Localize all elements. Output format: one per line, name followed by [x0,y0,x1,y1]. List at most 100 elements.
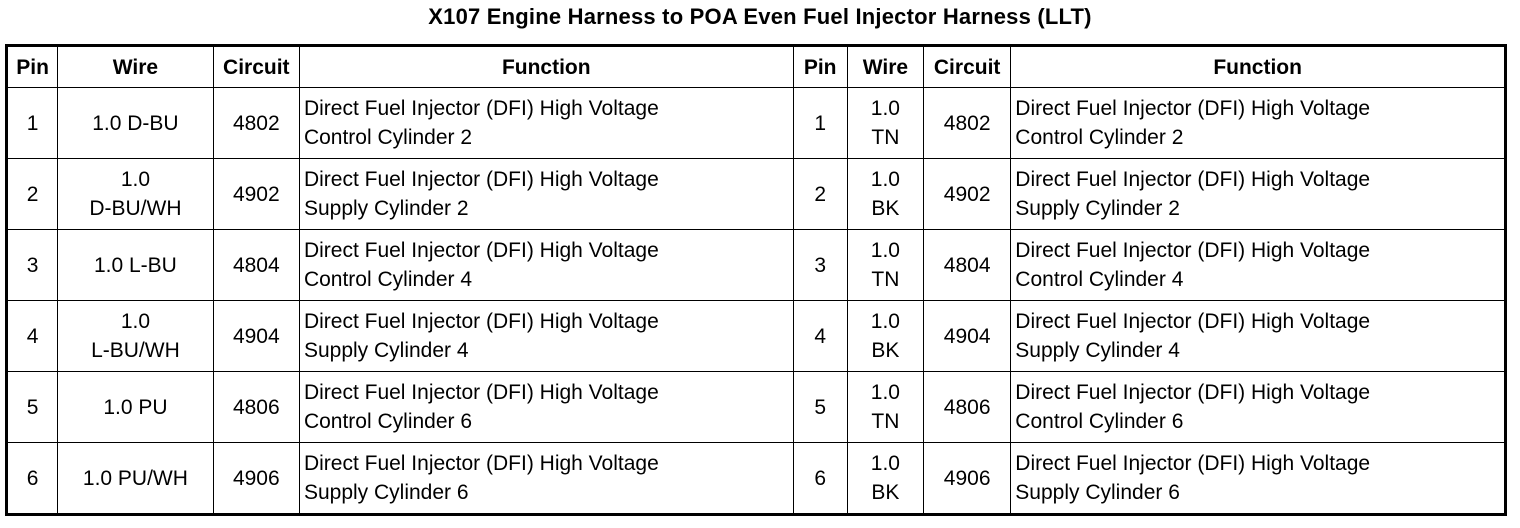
circuit-cell: 4904 [212,300,300,372]
function-cell: Direct Fuel Injector (DFI) High Voltage C… [298,371,794,443]
function-text: Direct Fuel Injector (DFI) High Voltage [1015,381,1371,404]
wire-text: 1.0 [120,310,151,333]
pin-cell: 4 [792,300,848,372]
function-text: Control Cylinder 4 [303,268,473,291]
function-text: Control Cylinder 2 [303,126,473,149]
table-row: 2 1.0 D-BU/WH 4902 Direct Fuel Injector (DFI… [5,158,1506,230]
circuit-cell: 4906 [212,442,300,515]
function-text: Supply Cylinder 2 [303,197,469,220]
function-text: Control Cylinder 2 [1015,126,1184,149]
wire-cell: 1.0 BK [846,158,925,230]
wire-text: 1.0 [870,239,900,262]
header-pin-left: Pin [5,45,59,88]
circuit-cell: 4804 [923,229,1012,301]
circuit-cell: 4906 [923,442,1012,515]
wire-text: 1.0 [870,310,900,333]
wire-text: 1.0 PU/WH [82,466,188,490]
header-function-left: Function [298,45,794,88]
wire-text: 1.0 [870,381,900,404]
function-text: Direct Fuel Injector (DFI) High Voltage [1015,239,1371,262]
circuit-cell: 4904 [923,300,1012,372]
wire-text: L-BU/WH [91,339,180,362]
function-cell: Direct Fuel Injector (DFI) High Voltage S… [298,158,794,230]
function-cell: Direct Fuel Injector (DFI) High Voltage C… [1010,87,1506,159]
wire-text: BK [871,197,900,220]
table-row: 6 1.0 PU/WH 4906 Direct Fuel Injector (DFI)… [5,442,1506,515]
function-text: Direct Fuel Injector (DFI) High Voltage [303,168,659,191]
function-cell: Direct Fuel Injector (DFI) High Voltage S… [1010,158,1506,230]
wire-cell: 1.0 TN [846,371,925,443]
function-cell: Direct Fuel Injector (DFI) High Voltage C… [298,87,794,159]
wire-cell: 1.0 BK [846,300,925,372]
pin-cell: 3 [792,229,848,301]
circuit-cell: 4902 [923,158,1012,230]
wire-text: 1.0 [870,97,900,120]
circuit-cell: 4806 [212,371,300,443]
wire-text: 1.0 D-BU [92,111,179,135]
table-row: 3 1.0 L-BU 4804 Direct Fuel Injector (DFI) … [5,229,1506,301]
table-row: 4 1.0 L-BU/WH 4904 Direct Fuel Injector (DFI… [5,300,1506,372]
function-text: Control Cylinder 4 [1015,268,1184,291]
pin-cell: 6 [792,442,848,515]
circuit-cell: 4802 [923,87,1012,159]
wire-cell: 1.0 D-BU/WH [57,158,214,230]
wire-text: BK [871,339,900,362]
wire-text: 1.0 [870,168,900,191]
wire-text: 1.0 PU [103,395,168,419]
pin-cell: 4 [5,300,59,372]
function-cell: Direct Fuel Injector (DFI) High Voltage S… [298,300,794,372]
function-cell: Direct Fuel Injector (DFI) High Voltage C… [1010,229,1506,301]
function-text: Direct Fuel Injector (DFI) High Voltage [1015,168,1371,191]
wire-cell: 1.0 BK [846,442,925,515]
page-title: X107 Engine Harness to POA Even Fuel Inj… [428,4,1092,29]
header-circuit-left: Circuit [212,45,300,88]
function-text: Direct Fuel Injector (DFI) High Voltage [303,97,659,120]
function-text: Direct Fuel Injector (DFI) High Voltage [1015,97,1371,120]
wire-cell: 1.0 L-BU/WH [57,300,214,372]
wire-text: BK [871,481,900,504]
function-text: Supply Cylinder 2 [1015,197,1180,220]
wire-cell: 1.0 TN [846,87,925,159]
function-text: Control Cylinder 6 [1015,410,1184,433]
pin-cell: 3 [5,229,59,301]
function-cell: Direct Fuel Injector (DFI) High Voltage S… [1010,300,1506,372]
pin-cell: 5 [792,371,848,443]
function-cell: Direct Fuel Injector (DFI) High Voltage S… [1010,442,1506,515]
function-text: Supply Cylinder 6 [1015,481,1180,504]
wire-text: 1.0 L-BU [93,253,177,277]
function-text: Control Cylinder 6 [303,410,473,433]
wire-text: D-BU/WH [89,197,182,220]
pin-cell: 5 [5,371,59,443]
wire-cell: 1.0 PU [57,371,214,443]
circuit-cell: 4804 [212,229,300,301]
function-text: Supply Cylinder 6 [303,481,469,504]
table-row: 1 1.0 D-BU 4802 Direct Fuel Injector (DFI) … [5,87,1506,159]
wire-text: TN [871,268,900,291]
function-text: Direct Fuel Injector (DFI) High Voltage [1015,452,1371,475]
circuit-cell: 4902 [212,158,300,230]
function-cell: Direct Fuel Injector (DFI) High Voltage C… [298,229,794,301]
function-text: Direct Fuel Injector (DFI) High Voltage [303,381,659,404]
header-wire-left: Wire [57,45,214,88]
header-pin-right: Pin [792,45,848,88]
wire-text: 1.0 [120,168,151,191]
header-circuit-right: Circuit [923,45,1012,88]
pinout-table: Pin Wire Circuit Function Pin Wire Circu… [5,44,1507,516]
wire-cell: 1.0 D-BU [57,87,214,159]
header-row: Pin Wire Circuit Function Pin Wire Circu… [5,45,1506,88]
pin-cell: 2 [5,158,59,230]
circuit-cell: 4806 [923,371,1012,443]
function-text: Direct Fuel Injector (DFI) High Voltage [303,310,659,333]
wire-text: 1.0 [870,452,900,475]
function-text: Direct Fuel Injector (DFI) High Voltage [1015,310,1371,333]
wire-text: TN [871,126,900,149]
header-wire-right: Wire [846,45,925,88]
function-text: Direct Fuel Injector (DFI) High Voltage [303,239,659,262]
function-text: Supply Cylinder 4 [1015,339,1180,362]
function-text: Direct Fuel Injector (DFI) High Voltage [303,452,659,475]
function-text: Supply Cylinder 4 [303,339,469,362]
circuit-cell: 4802 [212,87,300,159]
wire-cell: 1.0 PU/WH [57,442,214,515]
pin-cell: 6 [5,442,59,515]
wire-cell: 1.0 L-BU [57,229,214,301]
